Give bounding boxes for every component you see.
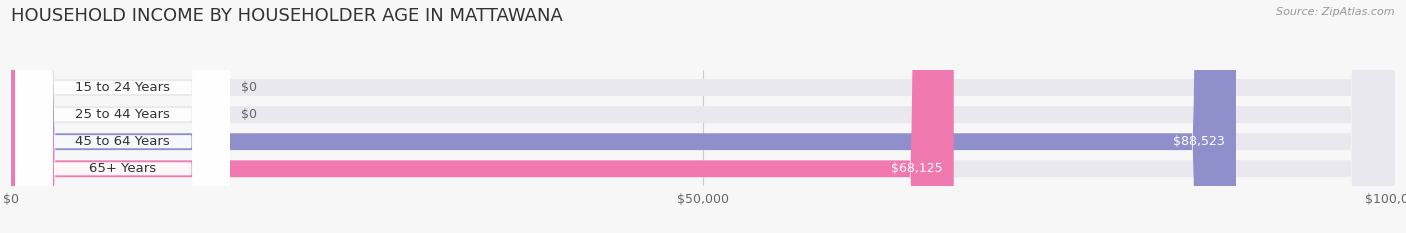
Text: 65+ Years: 65+ Years — [89, 162, 156, 175]
FancyBboxPatch shape — [11, 0, 1395, 233]
Text: 25 to 44 Years: 25 to 44 Years — [75, 108, 170, 121]
FancyBboxPatch shape — [15, 0, 229, 233]
FancyBboxPatch shape — [11, 0, 1236, 233]
FancyBboxPatch shape — [11, 0, 953, 233]
Text: Source: ZipAtlas.com: Source: ZipAtlas.com — [1277, 7, 1395, 17]
FancyBboxPatch shape — [15, 0, 229, 233]
FancyBboxPatch shape — [11, 0, 1395, 233]
Text: $0: $0 — [240, 81, 257, 94]
FancyBboxPatch shape — [15, 0, 229, 233]
FancyBboxPatch shape — [11, 0, 1395, 233]
Text: 15 to 24 Years: 15 to 24 Years — [75, 81, 170, 94]
FancyBboxPatch shape — [11, 0, 1395, 233]
Text: $88,523: $88,523 — [1173, 135, 1225, 148]
FancyBboxPatch shape — [15, 0, 229, 233]
Text: $0: $0 — [240, 108, 257, 121]
Text: 45 to 64 Years: 45 to 64 Years — [76, 135, 170, 148]
Text: $68,125: $68,125 — [891, 162, 942, 175]
Text: HOUSEHOLD INCOME BY HOUSEHOLDER AGE IN MATTAWANA: HOUSEHOLD INCOME BY HOUSEHOLDER AGE IN M… — [11, 7, 564, 25]
